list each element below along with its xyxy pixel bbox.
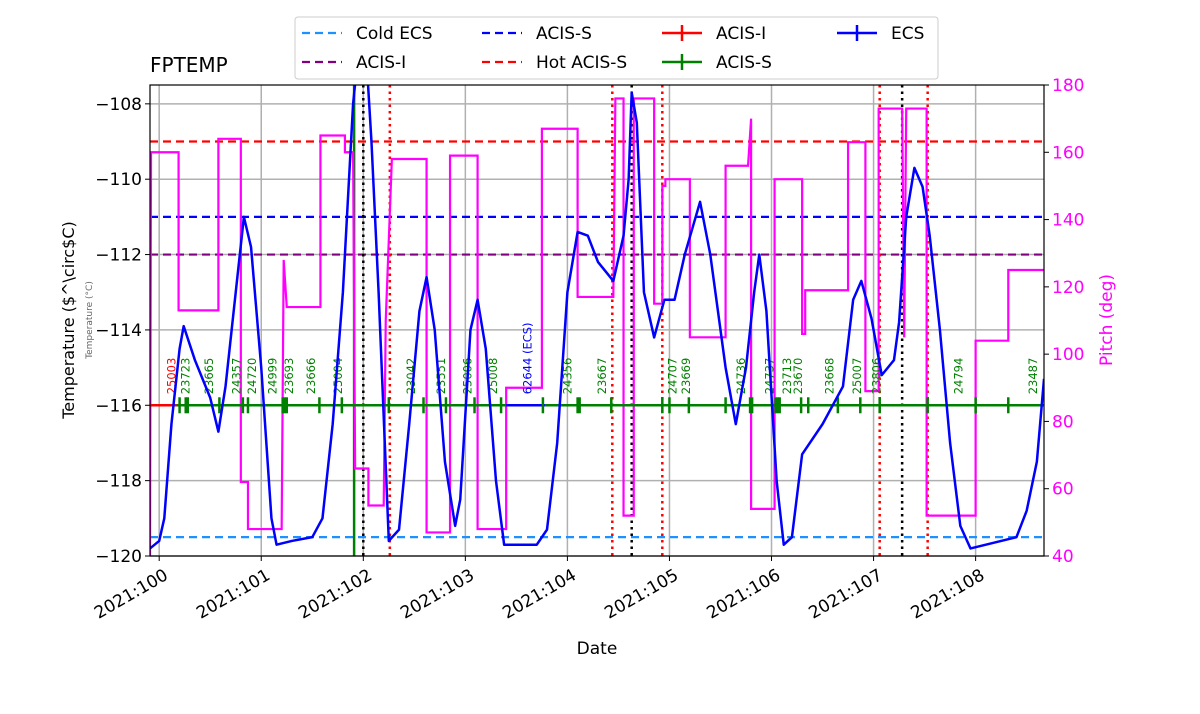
obsid-label: 23670 xyxy=(791,358,805,395)
temperature-series-line xyxy=(150,85,1044,550)
y-tick-label: −112 xyxy=(95,246,142,266)
x-tick-label: 2021:102 xyxy=(295,565,376,623)
y2-tick-label: 60 xyxy=(1052,480,1074,500)
obsid-label: 24720 xyxy=(245,358,259,395)
legend: Cold ECS ACIS-I ACIS-S Hot ACIS-S ACIS-I ACIS… xyxy=(294,16,939,80)
legend-label: ECS xyxy=(891,24,924,44)
legend-box xyxy=(294,16,939,80)
obsid-label: 23723 xyxy=(179,358,193,395)
x-tick-label: 2021:104 xyxy=(499,565,580,623)
obsid-label: 23551 xyxy=(434,358,448,395)
y-tick-label: −116 xyxy=(95,396,142,416)
obsid-label: 23665 xyxy=(202,358,216,395)
legend-label: ACIS-I xyxy=(356,53,406,73)
y-axis-label: Temperature ($^\circ$C) xyxy=(59,221,78,420)
x-tick-label: 2021:106 xyxy=(703,565,784,623)
obsid-label: 24356 xyxy=(560,358,574,395)
legend-label: ACIS-S xyxy=(716,53,772,73)
x-tick-label: 2021:103 xyxy=(397,565,478,623)
obsid-label: 23668 xyxy=(823,358,837,395)
y-tick-label: −110 xyxy=(95,170,142,190)
obsid-label: 25004 xyxy=(331,358,345,395)
chart-title: FPTEMP xyxy=(150,53,228,77)
legend-label: Hot ACIS-S xyxy=(536,53,627,73)
obsid-label: 23693 xyxy=(282,358,296,395)
pitch-series-line xyxy=(150,97,1044,556)
obsid-label: 62644 (ECS) xyxy=(521,322,535,394)
y2-tick-label: 180 xyxy=(1052,76,1084,96)
y2-tick-label: 140 xyxy=(1052,211,1084,231)
obsid-label: 24357 xyxy=(230,358,244,395)
y-axis-label-rendered: Temperature (°C) xyxy=(85,281,95,360)
obsid-label: 25007 xyxy=(850,358,864,395)
x-tick-label: 2021:101 xyxy=(193,565,274,623)
obsid-label: 24999 xyxy=(265,358,279,395)
obsid-label: 23487 xyxy=(1026,358,1040,395)
obsid-label: 24707 xyxy=(666,358,680,395)
obsid-label: 23667 xyxy=(595,358,609,395)
y2-tick-label: 160 xyxy=(1052,143,1084,163)
obsid-label: 24794 xyxy=(951,358,965,395)
y2-tick-label: 120 xyxy=(1052,278,1084,298)
y2-tick-label: 40 xyxy=(1052,547,1074,567)
y-tick-label: −114 xyxy=(95,321,142,341)
y-tick-label: −120 xyxy=(95,547,142,567)
legend-label: Cold ECS xyxy=(356,24,433,44)
x-tick-label: 2021:105 xyxy=(601,565,682,623)
legend-label: ACIS-S xyxy=(536,24,592,44)
legend-label: ACIS-I xyxy=(716,24,766,44)
obsid-label: 24736 xyxy=(734,358,748,395)
y-tick-label: −108 xyxy=(95,95,142,115)
obsid-label: 23669 xyxy=(679,358,693,395)
obsid-label: 23713 xyxy=(780,358,794,395)
x-tick-label: 2021:100 xyxy=(91,565,172,623)
x-tick-label: 2021:107 xyxy=(806,565,887,623)
y2-tick-label: 100 xyxy=(1052,345,1084,365)
x-axis-label: Date xyxy=(577,639,618,659)
y2-tick-label: 80 xyxy=(1052,412,1074,432)
y2-axis-label: Pitch (deg) xyxy=(1097,274,1117,366)
plot-frame xyxy=(149,84,1045,557)
y-tick-label: −118 xyxy=(95,472,142,492)
obsid-label: 23666 xyxy=(304,358,318,395)
x-tick-label: 2021:108 xyxy=(908,565,989,623)
